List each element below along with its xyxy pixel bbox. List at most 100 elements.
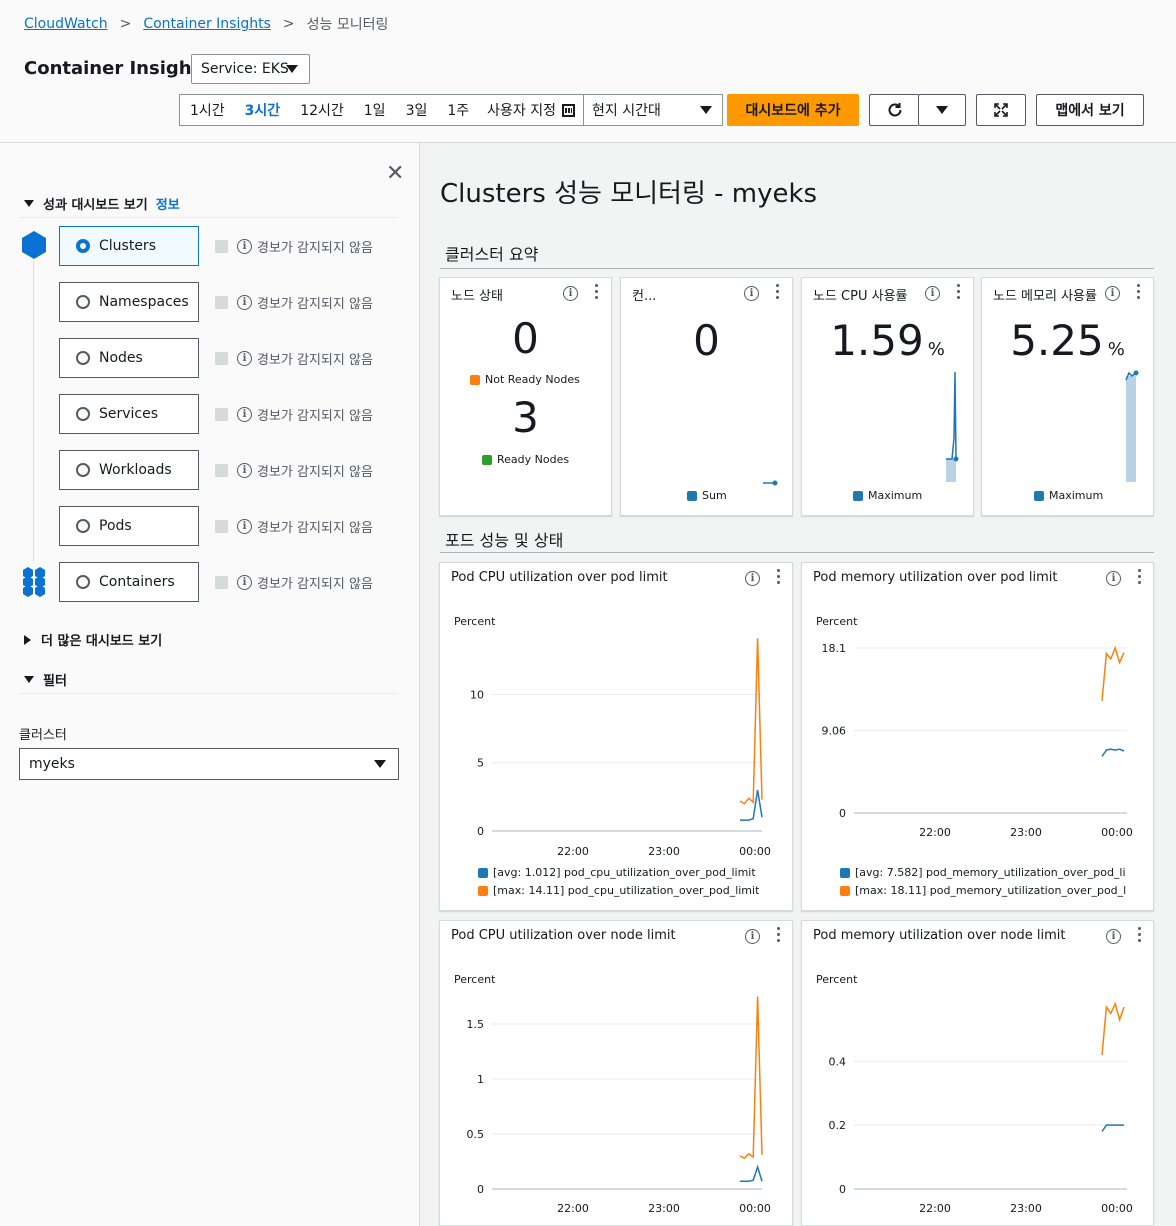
orange-swatch: [478, 885, 488, 896]
info-icon[interactable]: i: [745, 929, 760, 944]
alarm-square-icon: [215, 408, 228, 421]
refresh-options-button[interactable]: [918, 94, 966, 126]
node-cpu-value: 1.59%: [802, 316, 973, 365]
time-option-12h[interactable]: 12시간: [300, 103, 344, 119]
time-option-1w[interactable]: 1주: [447, 103, 470, 119]
radio-label: Clusters: [99, 238, 156, 254]
radio-clusters[interactable]: Clusters: [59, 226, 199, 266]
time-option-1h[interactable]: 1시간: [190, 103, 225, 119]
alarm-square-icon: [215, 576, 228, 589]
legend-label: Sum: [702, 489, 727, 502]
info-icon[interactable]: i: [744, 286, 759, 301]
divider: [19, 217, 398, 218]
divider: [19, 693, 398, 694]
widget-title: 노드 메모리 사용률: [993, 289, 1097, 304]
dashboard-option-nodes: Nodes i 경보가 감지되지 않음: [59, 338, 399, 378]
radio-pods[interactable]: Pods: [59, 506, 199, 546]
info-link[interactable]: 정보: [155, 198, 180, 213]
chart-plot: 0 0.5 1 1.5 22:00 23:00 00:00: [467, 996, 771, 1215]
radio-services[interactable]: Services: [59, 394, 199, 434]
more-vertical-icon[interactable]: [1137, 284, 1141, 300]
service-select[interactable]: Service: EKS: [191, 54, 310, 84]
info-icon[interactable]: i: [1105, 286, 1120, 301]
x-tick-label: 23:00: [1010, 826, 1042, 839]
time-option-3h[interactable]: 3시간: [244, 103, 281, 119]
dashboard-option-services: Services i 경보가 감지되지 않음: [59, 394, 399, 434]
radio-icon: [76, 351, 90, 365]
refresh-button[interactable]: [869, 94, 919, 126]
legend-label: Ready Nodes: [497, 453, 570, 466]
more-vertical-icon[interactable]: [776, 284, 780, 300]
legend-item: [avg: 1.012] pod_cpu_utilization_over_po…: [478, 866, 756, 879]
y-tick-label: 0.5: [467, 1128, 485, 1141]
radio-label: Nodes: [99, 350, 143, 366]
y-tick-label: 0.2: [829, 1119, 847, 1132]
map-view-button[interactable]: 맵에서 보기: [1036, 94, 1144, 126]
value: 1.59: [830, 316, 924, 365]
legend-item: [avg: 7.582] pod_memory_utilization_over…: [840, 866, 1130, 879]
blue-swatch: [840, 867, 850, 878]
tree-connector-line: [33, 261, 34, 561]
caret-down-icon: [24, 676, 34, 683]
add-to-dashboard-button[interactable]: 대시보드에 추가: [727, 94, 859, 126]
time-option-1d[interactable]: 1일: [363, 103, 386, 119]
alarm-square-icon: [215, 464, 228, 477]
chevron-right-icon: >: [119, 16, 132, 32]
more-dashboards-label: 더 많은 대시보드 보기: [41, 634, 163, 649]
more-vertical-icon[interactable]: [777, 927, 781, 943]
info-icon[interactable]: i: [1106, 929, 1121, 944]
legend-label: [avg: 1.012] pod_cpu_utilization_over_po…: [493, 866, 756, 879]
breadcrumb-container-insights[interactable]: Container Insights: [143, 16, 271, 32]
pod-performance-heading: 포드 성능 및 상태: [445, 531, 564, 550]
close-icon[interactable]: ✕: [386, 161, 405, 186]
timezone-select[interactable]: 현지 시간대: [583, 95, 722, 125]
dashboard-option-clusters: Clusters i 경보가 감지되지 않음: [59, 226, 399, 266]
legend-item: [max: 14.11] pod_cpu_utilization_over_po…: [478, 884, 759, 897]
more-vertical-icon[interactable]: [957, 284, 961, 300]
time-option-custom[interactable]: 사용자 지정: [479, 95, 583, 125]
more-vertical-icon[interactable]: [1138, 927, 1142, 943]
maximum-legend: Maximum: [853, 489, 922, 502]
more-vertical-icon[interactable]: [595, 284, 599, 300]
radio-nodes[interactable]: Nodes: [59, 338, 199, 378]
node-memory-value: 5.25%: [982, 316, 1153, 365]
widget-title: 노드 상태: [451, 289, 503, 304]
y-tick-label: 9.06: [822, 724, 847, 737]
y-tick-label: 0.4: [829, 1055, 847, 1068]
widget-node-status: 노드 상태 i 0 Not Ready Nodes 3 Ready Nodes: [439, 277, 612, 516]
filter-section-header[interactable]: 필터: [24, 670, 67, 689]
radio-label: Workloads: [99, 462, 172, 478]
left-panel: ✕ 성과 대시보드 보기 정보 Clusters i 경보가 감지되지 않음 Na…: [0, 143, 420, 1226]
time-option-3d[interactable]: 3일: [405, 103, 428, 119]
y-tick-label: 0: [839, 1183, 846, 1196]
radio-containers[interactable]: Containers: [59, 562, 199, 602]
info-icon[interactable]: i: [563, 286, 578, 301]
info-icon[interactable]: i: [925, 286, 940, 301]
time-range-selector: 1시간 3시간 12시간 1일 3일 1주 사용자 지정 현지 시간대: [179, 94, 724, 126]
dashboard-section-header[interactable]: 성과 대시보드 보기 정보: [24, 194, 180, 213]
more-dashboards-toggle[interactable]: 더 많은 대시보드 보기: [24, 630, 162, 649]
info-icon[interactable]: i: [1106, 571, 1121, 586]
y-tick-label: 10: [470, 688, 484, 701]
cluster-select[interactable]: myeks: [19, 748, 399, 780]
unit: %: [1107, 339, 1125, 360]
sparkline: [763, 480, 778, 486]
x-tick-label: 00:00: [1101, 1202, 1133, 1215]
breadcrumb-cloudwatch[interactable]: CloudWatch: [24, 16, 108, 32]
fullscreen-button[interactable]: [976, 94, 1026, 126]
x-tick-label: 00:00: [739, 845, 771, 858]
ready-legend: Ready Nodes: [482, 453, 569, 466]
radio-workloads[interactable]: Workloads: [59, 450, 199, 490]
y-tick-label: 1: [477, 1073, 484, 1086]
info-icon: i: [237, 463, 252, 478]
more-vertical-icon[interactable]: [1138, 569, 1142, 585]
x-tick-label: 23:00: [648, 845, 680, 858]
chevron-right-icon: >: [282, 16, 295, 32]
widget-title: 노드 CPU 사용률: [813, 289, 908, 304]
y-axis-label: Percent: [454, 973, 496, 986]
more-vertical-icon[interactable]: [777, 569, 781, 585]
series-line-1: [739, 996, 763, 1160]
radio-namespaces[interactable]: Namespaces: [59, 282, 199, 322]
alarm-text: 경보가 감지되지 않음: [257, 465, 373, 480]
info-icon[interactable]: i: [745, 571, 760, 586]
